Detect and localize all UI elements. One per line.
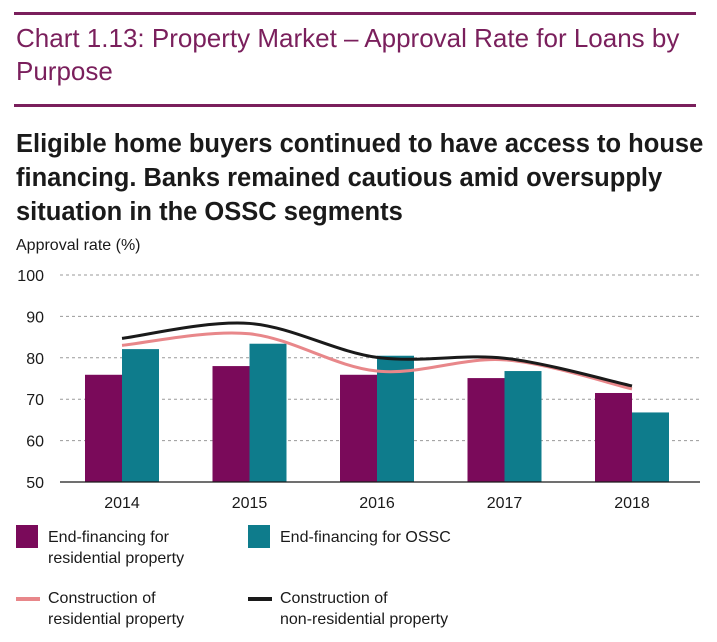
bar-residential xyxy=(340,374,377,482)
y-tick-label: 50 xyxy=(26,475,44,492)
x-axis: 2014 2015 2016 2017 2018 xyxy=(60,481,700,512)
y-tick-label: 80 xyxy=(26,351,44,368)
bar-ossc xyxy=(377,355,414,482)
x-tick-label: 2017 xyxy=(487,495,523,512)
y-tick-label: 60 xyxy=(26,434,44,451)
x-tick-label: 2016 xyxy=(359,495,395,512)
line-series xyxy=(121,321,633,391)
bar-residential xyxy=(85,374,122,482)
bar-residential xyxy=(212,366,250,482)
bar-residential xyxy=(467,378,505,482)
bar-ossc xyxy=(122,349,159,482)
bar-ossc xyxy=(504,371,542,482)
legend-label-line1: End-financing for xyxy=(48,529,169,546)
legend-label-line2: non-residential property xyxy=(280,611,449,628)
line-construction-nonresidential xyxy=(121,321,633,388)
bar-residential xyxy=(595,392,632,482)
legend-label-line1: Construction of xyxy=(48,590,156,607)
legend-label-line2: residential property xyxy=(48,611,185,628)
legend-swatch-line xyxy=(248,597,272,601)
bar-ossc xyxy=(249,343,287,482)
chart-number-title: Chart 1.13: Property Market – Approval R… xyxy=(16,23,680,86)
chart-plot: 50 60 70 80 90 100 2014 2015 2016 2017 2018 xyxy=(17,268,700,512)
bar-ossc xyxy=(632,412,669,482)
y-axis-label: Approval rate (%) xyxy=(16,237,141,254)
chart-headline: Eligible home buyers continued to have a… xyxy=(16,130,704,226)
y-tick-label: 70 xyxy=(26,392,44,409)
title-rule xyxy=(14,104,696,107)
legend-label-line1: End-financing for OSSC xyxy=(280,529,451,546)
top-rule xyxy=(14,12,696,15)
legend-swatch-box xyxy=(16,525,38,548)
legend-label-line2: residential property xyxy=(48,550,185,567)
x-tick-label: 2015 xyxy=(232,495,268,512)
x-tick-label: 2018 xyxy=(614,495,650,512)
y-tick-label: 90 xyxy=(26,309,44,326)
legend-swatch-line xyxy=(16,597,40,601)
bar-series xyxy=(85,343,669,482)
legend-swatch-box xyxy=(248,525,270,548)
x-tick-label: 2014 xyxy=(104,495,140,512)
y-tick-label: 100 xyxy=(17,268,44,285)
legend-label-line1: Construction of xyxy=(280,590,388,607)
y-tick-labels: 50 60 70 80 90 100 xyxy=(17,268,44,492)
